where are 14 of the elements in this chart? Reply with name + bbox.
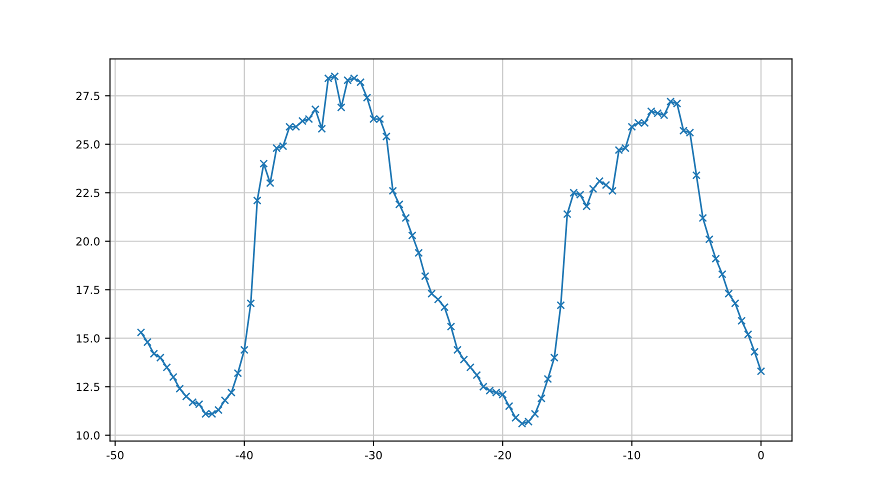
x-tick-label: 0 [758, 450, 764, 460]
y-tick-label: 20.0 [76, 237, 100, 246]
x-tick-label: -40 [236, 450, 253, 460]
y-tick-label: 25.0 [76, 140, 100, 149]
x-tick-label: -10 [623, 450, 640, 460]
y-tick-label: 22.5 [76, 188, 100, 198]
y-tick-label: 15.0 [76, 334, 100, 343]
x-tick-label: -30 [364, 450, 382, 460]
x-tick-label: -20 [494, 450, 512, 460]
x-tick-label: -50 [106, 450, 124, 460]
y-tick-label: 27.5 [76, 92, 100, 100]
y-tick-label: 17.5 [76, 286, 100, 294]
y-tick-label: 12.5 [76, 382, 100, 392]
y-tick-label: 10.0 [76, 431, 100, 440]
